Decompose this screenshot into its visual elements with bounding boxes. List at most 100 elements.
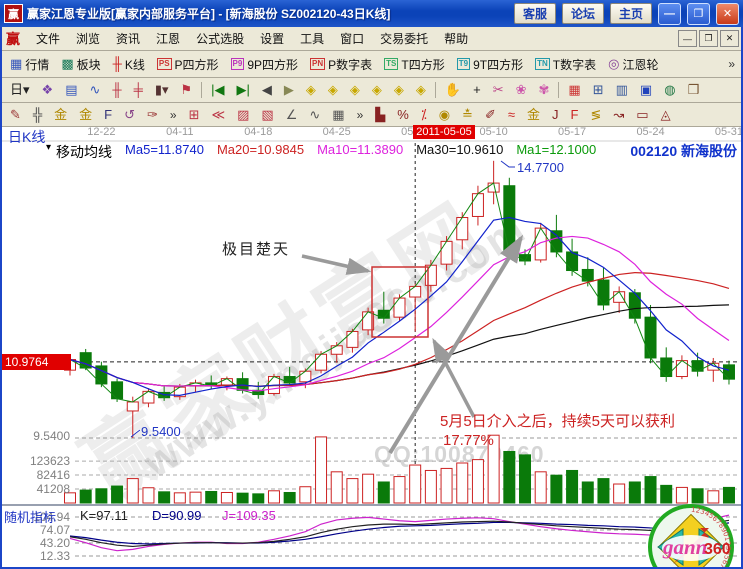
- toolbar-overflow-icon[interactable]: »: [169, 107, 177, 122]
- last-bar-button[interactable]: ▶|: [231, 81, 256, 99]
- j-line-button[interactable]: J: [546, 106, 565, 124]
- save-disk-button[interactable]: ▣: [634, 81, 658, 99]
- menu-item-3[interactable]: 江恩: [156, 32, 181, 46]
- trend-curve-button[interactable]: ∿: [83, 81, 106, 99]
- crosshair-button[interactable]: +: [467, 81, 487, 99]
- shift-left-button[interactable]: ◈: [300, 81, 322, 99]
- toolbar-overflow-icon[interactable]: »: [356, 107, 364, 122]
- zigzag-line-button[interactable]: ∿: [303, 106, 326, 124]
- draw-pencil-button[interactable]: ✎: [4, 106, 27, 124]
- menu-close-icon[interactable]: ✕: [720, 30, 739, 47]
- gold-circle-button[interactable]: ◉: [433, 106, 456, 124]
- stats-tool-button[interactable]: ▙: [369, 106, 391, 124]
- gann-fan-button[interactable]: ≪: [206, 106, 232, 124]
- grid-ruler-button[interactable]: ╬: [27, 106, 48, 124]
- f-line-button[interactable]: F: [565, 106, 585, 124]
- t-square-button[interactable]: TS T四方形: [378, 54, 451, 75]
- forum-button[interactable]: 论坛: [561, 3, 604, 24]
- 9p-square-button[interactable]: P9 9P四方形: [225, 54, 304, 75]
- calendar-button[interactable]: ▦: [562, 81, 586, 99]
- first-bar-button[interactable]: |◀: [205, 81, 230, 99]
- gann-wheel-button[interactable]: ◎ 江恩轮: [602, 54, 664, 75]
- marker-pen-button[interactable]: ✐: [479, 106, 502, 124]
- kdj-pane-label[interactable]: 随机指标: [4, 510, 57, 525]
- hatch-box-button[interactable]: ▨: [231, 106, 255, 124]
- menu-minimize-icon[interactable]: —: [678, 30, 697, 47]
- gold-ratio-icon: 金: [526, 106, 540, 122]
- zoom-out-h-button[interactable]: ◈: [366, 81, 388, 99]
- figure-tool-button[interactable]: ⚑: [175, 81, 199, 99]
- service-button[interactable]: 客服: [513, 3, 556, 24]
- grid-overlay-button[interactable]: ▦: [326, 106, 350, 124]
- annotate-tool-button[interactable]: ✂: [487, 81, 510, 99]
- percent-line-button[interactable]: ⁒: [415, 106, 433, 124]
- drag-hand-button[interactable]: ✋: [439, 81, 467, 99]
- volume-columns-button[interactable]: ╫: [106, 81, 127, 99]
- maximize-icon[interactable]: ❐: [687, 2, 710, 25]
- menu-item-2[interactable]: 资讯: [116, 32, 141, 46]
- home-button[interactable]: 主页: [609, 3, 652, 24]
- flower-tool-button[interactable]: ❀: [510, 81, 533, 99]
- menu-restore-icon[interactable]: ❐: [699, 30, 718, 47]
- hatch-box2-button[interactable]: ▧: [255, 106, 279, 124]
- gold-grid-button[interactable]: 金: [48, 106, 73, 124]
- web-globe-button[interactable]: ◍: [658, 81, 681, 99]
- menu-item-4[interactable]: 公式选股: [196, 32, 245, 46]
- gold-channel-button[interactable]: 金: [73, 106, 98, 124]
- zoom-in-v-button[interactable]: ◈: [388, 81, 410, 99]
- candle-style-button[interactable]: ▮▾: [149, 81, 175, 99]
- kline-period-day-button[interactable]: 日▾: [4, 81, 36, 99]
- gold-ratio-button[interactable]: 金: [521, 106, 546, 124]
- brush-tool-button[interactable]: ✑: [141, 106, 164, 124]
- menu-item-5[interactable]: 设置: [260, 32, 285, 46]
- pattern-tool-button[interactable]: ❖: [36, 81, 60, 99]
- calculator-button[interactable]: ⊞: [587, 81, 610, 99]
- band-tool-icon: ≶: [590, 106, 602, 122]
- ma-legend-marker[interactable]: ▾: [46, 142, 52, 153]
- zoom-in-h-button[interactable]: ◈: [344, 81, 366, 99]
- menu-item-6[interactable]: 工具: [300, 32, 325, 46]
- tri-zone-button[interactable]: ◬: [655, 106, 677, 124]
- menu-item-9[interactable]: 帮助: [444, 32, 469, 46]
- quotes-button[interactable]: ▦ 行情: [4, 54, 55, 75]
- arc-cycle-button[interactable]: ↺: [118, 106, 141, 124]
- zoom-out-v-button[interactable]: ◈: [410, 81, 432, 99]
- trend-angle-button[interactable]: ∠: [280, 106, 304, 124]
- t-digit-table-button[interactable]: TN T数字表: [529, 54, 602, 75]
- toolbox-button[interactable]: ❒: [682, 81, 706, 99]
- bar-columns-button[interactable]: ╪: [128, 81, 149, 99]
- minimize-icon[interactable]: —: [658, 2, 681, 25]
- percent-change-button[interactable]: %: [391, 106, 415, 124]
- 9t-square-button[interactable]: T9 9T四方形: [451, 54, 529, 75]
- gann-box-tool-button[interactable]: ⊞: [183, 106, 206, 124]
- next-bar-icon: ▶: [283, 82, 294, 97]
- rect-zone-button[interactable]: ▭: [630, 106, 654, 124]
- ma-legend-title[interactable]: 移动均线: [56, 144, 113, 160]
- menu-item-8[interactable]: 交易委托: [380, 32, 429, 46]
- sectors-button[interactable]: ▩ 板块: [55, 54, 106, 75]
- next-bar-button[interactable]: ▶: [278, 81, 300, 99]
- 9p-square-label: 9P四方形: [247, 57, 299, 72]
- menu-item-1[interactable]: 浏览: [76, 32, 101, 46]
- shift-right-button[interactable]: ◈: [322, 81, 344, 99]
- mind-tool-button[interactable]: ✾: [533, 81, 556, 99]
- p-digit-table-button[interactable]: PN P数字表: [304, 54, 378, 75]
- toolbar-overflow-icon[interactable]: »: [728, 57, 735, 71]
- fib-tool-button[interactable]: F: [98, 106, 118, 124]
- kline-chart-area[interactable]: 赢家财富网 www.yingjia360.com QQ:100870460: [0, 127, 743, 569]
- menu-item-7[interactable]: 窗口: [340, 32, 365, 46]
- info-panel-button[interactable]: ▤: [59, 81, 83, 99]
- titlebar[interactable]: 赢 赢家江恩专业版[赢家内部服务平台] - [新海股份 SZ002120-43日…: [0, 0, 743, 27]
- gold-level-button[interactable]: ≛: [456, 106, 479, 124]
- prev-bar-button[interactable]: ◀: [256, 81, 278, 99]
- band-tool-button[interactable]: ≶: [584, 106, 607, 124]
- regress-line-button[interactable]: ↝: [607, 106, 630, 124]
- menu-item-0[interactable]: 文件: [36, 32, 61, 46]
- p-square-button[interactable]: PS P四方形: [151, 54, 225, 75]
- kline-button[interactable]: ╫ K线: [107, 54, 151, 75]
- kline-icon: ╫: [112, 56, 122, 71]
- close-icon[interactable]: ✕: [716, 2, 739, 25]
- notebook-button[interactable]: ▥: [610, 81, 634, 99]
- wave-rule-button[interactable]: ≈: [502, 106, 521, 124]
- sectors-label: 板块: [76, 57, 101, 72]
